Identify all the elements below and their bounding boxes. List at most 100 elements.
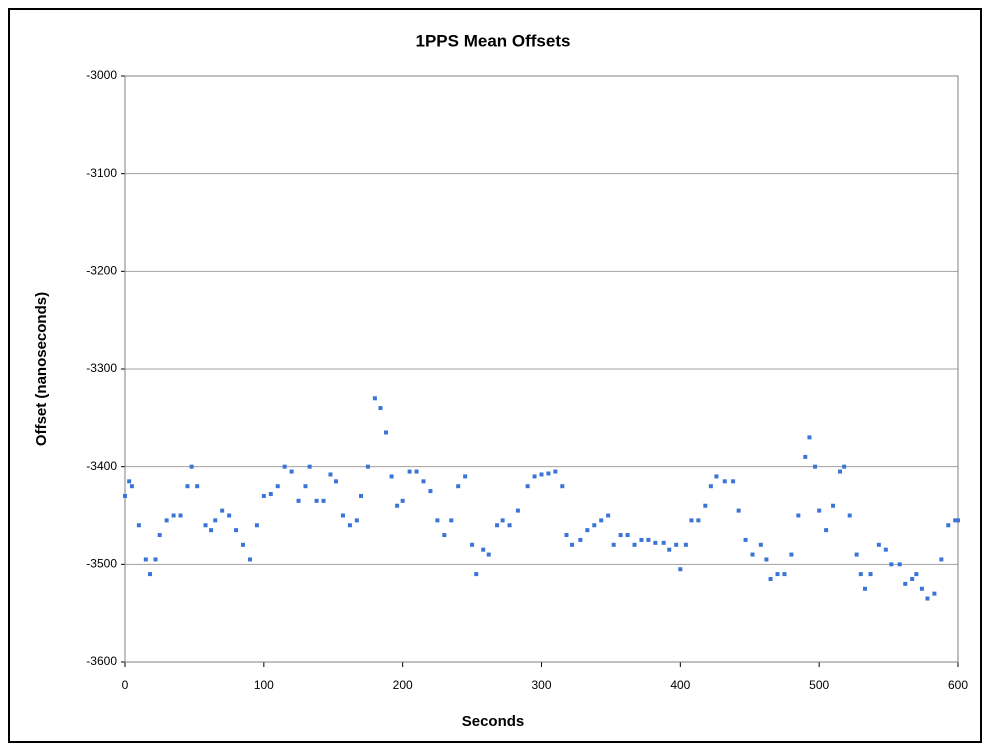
point: [289, 469, 294, 474]
point: [171, 513, 176, 518]
point: [919, 586, 924, 591]
point: [203, 523, 208, 528]
point: [442, 533, 447, 538]
point: [268, 492, 273, 497]
point: [903, 581, 908, 586]
point: [914, 572, 919, 577]
point: [384, 430, 389, 435]
point: [592, 523, 597, 528]
point: [525, 484, 530, 489]
point: [314, 498, 319, 503]
point: [743, 537, 748, 542]
x-tick-label: 600: [948, 678, 968, 692]
point: [564, 533, 569, 538]
point: [421, 479, 426, 484]
point: [428, 489, 433, 494]
point: [127, 479, 132, 484]
point: [463, 474, 468, 479]
x-tick-label: 500: [809, 678, 829, 692]
point: [372, 396, 377, 401]
point: [395, 503, 400, 508]
point: [481, 547, 486, 552]
point: [817, 508, 822, 513]
point: [678, 567, 683, 572]
point: [241, 542, 246, 547]
point: [275, 484, 280, 489]
chart-title: 1PPS Mean Offsets: [416, 31, 571, 50]
point: [889, 562, 894, 567]
point: [696, 518, 701, 523]
point: [147, 572, 152, 577]
point: [824, 528, 829, 533]
point: [953, 518, 958, 523]
point: [876, 542, 881, 547]
point: [486, 552, 491, 557]
plot-area: [124, 75, 959, 663]
point: [708, 484, 713, 489]
point: [611, 542, 616, 547]
point: [578, 537, 583, 542]
point: [307, 464, 312, 469]
point: [449, 518, 454, 523]
point: [247, 557, 252, 562]
point: [129, 484, 134, 489]
point: [803, 454, 808, 459]
point: [807, 435, 812, 440]
point: [570, 542, 575, 547]
point: [667, 547, 672, 552]
point: [532, 474, 537, 479]
y-tick-label: -3100: [86, 166, 117, 180]
point: [842, 464, 847, 469]
point: [910, 576, 915, 581]
point: [227, 513, 232, 518]
point: [456, 484, 461, 489]
point: [400, 498, 405, 503]
point: [639, 537, 644, 542]
point: [378, 406, 383, 411]
point: [689, 518, 694, 523]
point: [736, 508, 741, 513]
point: [365, 464, 370, 469]
point: [359, 493, 364, 498]
point: [789, 552, 794, 557]
point: [858, 572, 863, 577]
point: [185, 484, 190, 489]
point: [220, 508, 225, 513]
point: [470, 542, 475, 547]
point: [546, 471, 551, 476]
y-tick-label: -3400: [86, 459, 117, 473]
x-tick-label: 300: [531, 678, 551, 692]
point: [606, 513, 611, 518]
point: [750, 552, 755, 557]
point: [599, 518, 604, 523]
point: [731, 479, 736, 484]
point: [939, 557, 944, 562]
point: [625, 533, 630, 538]
point: [813, 464, 818, 469]
point: [321, 498, 326, 503]
point: [775, 572, 780, 577]
point: [722, 479, 727, 484]
point: [946, 523, 951, 528]
point: [495, 523, 500, 528]
point: [862, 586, 867, 591]
point: [282, 464, 287, 469]
point: [209, 528, 214, 533]
x-tick-label: 100: [254, 678, 274, 692]
y-tick-label: -3500: [86, 557, 117, 571]
point: [500, 518, 505, 523]
point: [474, 572, 479, 577]
point: [632, 542, 637, 547]
x-axis-label: Seconds: [462, 713, 525, 730]
point: [340, 513, 345, 518]
point: [932, 591, 937, 596]
point: [585, 528, 590, 533]
y-tick-label: -3000: [86, 68, 117, 82]
point: [925, 596, 930, 601]
point: [768, 576, 773, 581]
point: [714, 474, 719, 479]
point: [178, 513, 183, 518]
point: [354, 518, 359, 523]
point: [560, 484, 565, 489]
